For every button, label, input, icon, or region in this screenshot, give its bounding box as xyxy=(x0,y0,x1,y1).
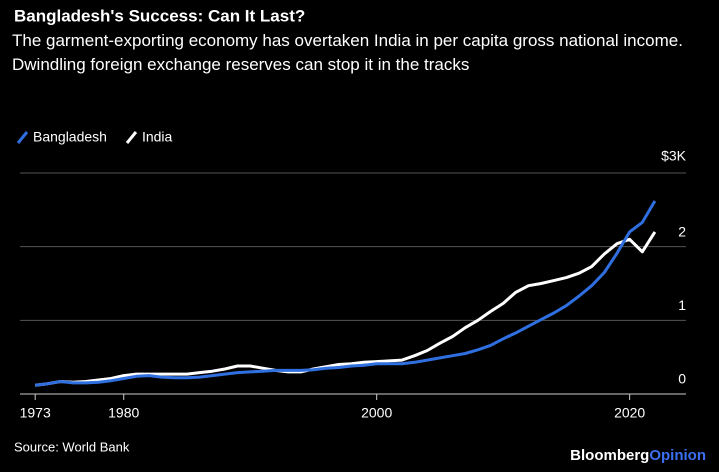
x-tick-label: 1980 xyxy=(108,405,139,421)
legend-swatch xyxy=(16,131,29,144)
x-tick-label: 2020 xyxy=(614,405,645,421)
line-series xyxy=(35,231,657,387)
legend-label: India xyxy=(142,129,173,145)
legend-label: Bangladesh xyxy=(33,129,107,145)
line-series xyxy=(35,200,657,387)
brand-suffix: Opinion xyxy=(649,447,706,464)
x-tick-label: 1973 xyxy=(20,405,51,421)
y-tick-label: 2 xyxy=(678,223,686,239)
y-tick-label: 1 xyxy=(678,297,686,313)
subtitle-box: The garment-exporting economy has overta… xyxy=(12,31,683,74)
brand: BloombergOpinion xyxy=(570,447,706,464)
chart-title: Bangladesh's Success: Can It Last? xyxy=(14,6,305,25)
legend-swatch xyxy=(125,131,138,144)
source: Source: World Bank xyxy=(14,439,130,454)
x-tick-label: 2000 xyxy=(361,405,392,421)
chart-subtitle: The garment-exporting economy has overta… xyxy=(12,31,683,74)
y-tick-label: 0 xyxy=(678,371,686,387)
brand-name: Bloomberg xyxy=(570,447,649,464)
y-tick-label: $3K xyxy=(661,148,687,164)
